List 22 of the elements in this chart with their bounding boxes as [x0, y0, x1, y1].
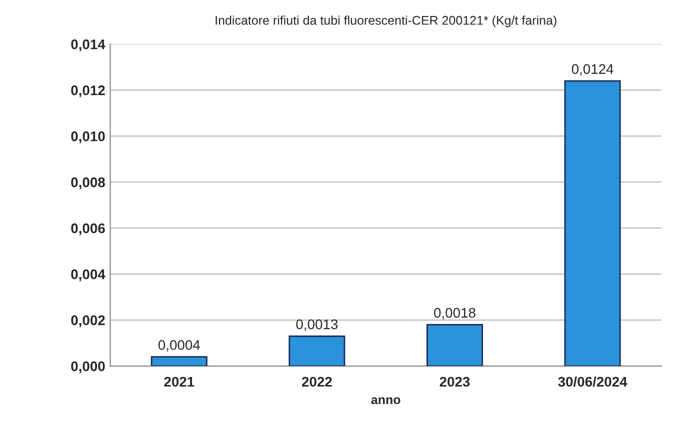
y-tick-label: 0,008: [71, 177, 105, 190]
y-tick-label: 0,002: [71, 315, 105, 328]
data-label: 0,0018: [434, 308, 476, 320]
y-tick-label: 0,010: [71, 131, 105, 144]
y-tick-label: 0,000: [71, 361, 105, 374]
x-axis-title: anno: [371, 397, 400, 404]
data-label: 0,0124: [572, 64, 614, 76]
x-tick-label: 2022: [302, 376, 332, 387]
bar: [564, 80, 621, 366]
bar: [288, 335, 346, 366]
y-tick-label: 0,004: [71, 269, 106, 282]
data-label: 0,0004: [158, 340, 200, 352]
y-tick-label: 0,014: [71, 39, 106, 52]
x-tick-label: 30/06/2024: [558, 376, 628, 387]
bar: [150, 356, 208, 366]
chart-title: Indicatore rifiuti da tubi fluorescenti-CER 200121* (Kg/t farina): [216, 16, 556, 28]
y-tick-label: 0,012: [71, 85, 105, 98]
y-tick-label: 0,006: [71, 223, 105, 236]
x-tick-label: 2023: [440, 376, 470, 387]
x-tick-label: 2021: [164, 376, 194, 387]
data-label: 0,0013: [296, 319, 338, 331]
bar: [426, 324, 483, 366]
